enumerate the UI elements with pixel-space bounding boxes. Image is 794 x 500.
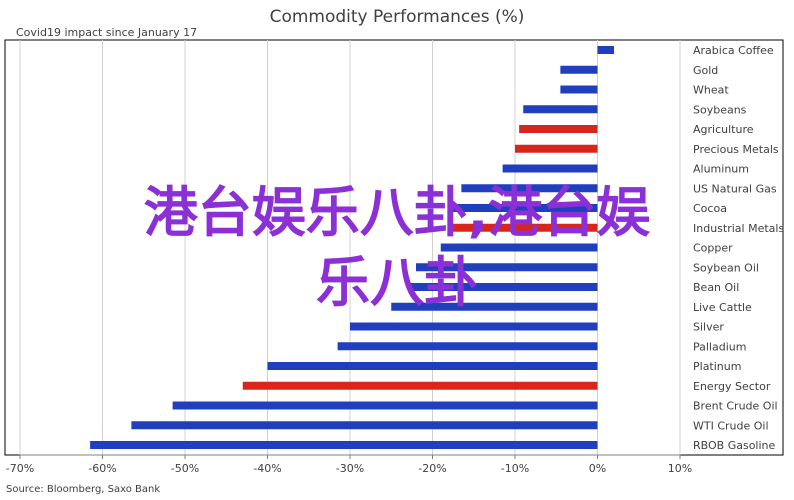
x-tick-label: -10% [501, 462, 529, 475]
category-label: Soybeans [693, 103, 747, 116]
x-tick-label: -20% [418, 462, 446, 475]
category-label: Energy Sector [693, 380, 771, 393]
category-label: Live Cattle [693, 301, 752, 314]
bar [407, 283, 598, 291]
category-labels: Arabica Coffee Gold Wheat Soybeans Agricultu… [693, 44, 784, 452]
bar [337, 342, 598, 351]
bar [515, 144, 598, 153]
bar [90, 441, 598, 449]
category-label: Bean Oil [693, 281, 739, 294]
bar [416, 263, 598, 272]
grid-lines [19, 40, 681, 455]
bars [90, 46, 614, 449]
bar [461, 184, 598, 193]
bar [560, 65, 598, 74]
bar [131, 421, 598, 430]
category-label: Industrial Metals [693, 222, 784, 235]
bar [242, 381, 598, 390]
category-label: Silver [693, 321, 724, 334]
category-label: Aluminum [693, 163, 749, 176]
x-axis: -70% -60% -50% -40% -30% -20% -10% 0% 10% [6, 454, 692, 475]
category-label: Arabica Coffee [693, 44, 774, 57]
bar [519, 125, 598, 133]
category-label: RBOB Gasoline [693, 439, 776, 452]
category-label: Platinum [693, 360, 741, 373]
category-label: Brent Crude Oil [693, 400, 778, 413]
x-tick-label: -70% [6, 462, 34, 475]
x-tick-label: -60% [88, 462, 116, 475]
bar [523, 105, 598, 114]
category-label: US Natural Gas [693, 182, 777, 195]
category-label: WTI Crude Oil [693, 419, 769, 432]
category-label: Palladium [693, 340, 746, 353]
chart-source: Source: Bloomberg, Saxo Bank [6, 484, 160, 495]
bar [391, 302, 598, 311]
bar [560, 85, 598, 94]
category-label: Gold [693, 64, 718, 77]
category-label: Agriculture [693, 123, 754, 136]
bar [453, 204, 598, 212]
bar [267, 362, 598, 370]
chart-subtitle: Covid19 impact since January 17 [16, 26, 197, 39]
x-tick-label: -30% [336, 462, 364, 475]
x-tick-label: -40% [253, 462, 281, 475]
x-tick-label: -50% [171, 462, 199, 475]
bar [449, 223, 598, 232]
category-label: Precious Metals [693, 143, 779, 156]
x-tick-label: 0% [589, 462, 606, 475]
category-label: Soybean Oil [693, 261, 759, 274]
category-label: Cocoa [693, 202, 727, 215]
x-tick-label: 10% [668, 462, 692, 475]
category-label: Copper [693, 242, 733, 255]
bar [440, 243, 598, 252]
bar [350, 322, 598, 331]
bar [502, 164, 598, 173]
bar [597, 46, 614, 54]
bar [172, 401, 598, 410]
category-label: Wheat [693, 84, 729, 97]
chart-title: Commodity Performances (%) [270, 7, 525, 27]
plot-frame [4, 39, 784, 456]
